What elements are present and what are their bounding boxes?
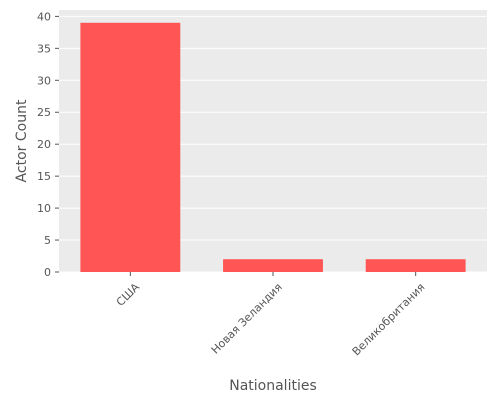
y-tick-label: 20 (37, 138, 51, 151)
y-tick-label: 0 (44, 266, 51, 279)
bar (80, 22, 181, 272)
y-tick-label: 30 (37, 74, 51, 87)
x-axis-title: Nationalities (229, 378, 317, 394)
y-axis-title: Actor Count (14, 99, 30, 182)
x-tick-label: Новая Зеландия (209, 281, 285, 357)
bars (80, 22, 466, 272)
y-tick-label: 15 (37, 170, 51, 183)
x-tick-label: США (114, 280, 143, 309)
y-tick-label: 35 (37, 42, 51, 55)
x-axis-ticks: США Новая Зеландия Великобритания (114, 272, 428, 359)
y-tick-label: 5 (44, 234, 51, 247)
y-tick-label: 25 (37, 106, 51, 119)
x-tick-label: Великобритания (350, 281, 428, 359)
bar (223, 259, 323, 272)
y-axis-ticks: 0 5 10 15 20 25 30 35 40 (37, 10, 59, 279)
bar (365, 259, 466, 272)
y-tick-label: 40 (37, 10, 51, 23)
y-tick-label: 10 (37, 202, 51, 215)
